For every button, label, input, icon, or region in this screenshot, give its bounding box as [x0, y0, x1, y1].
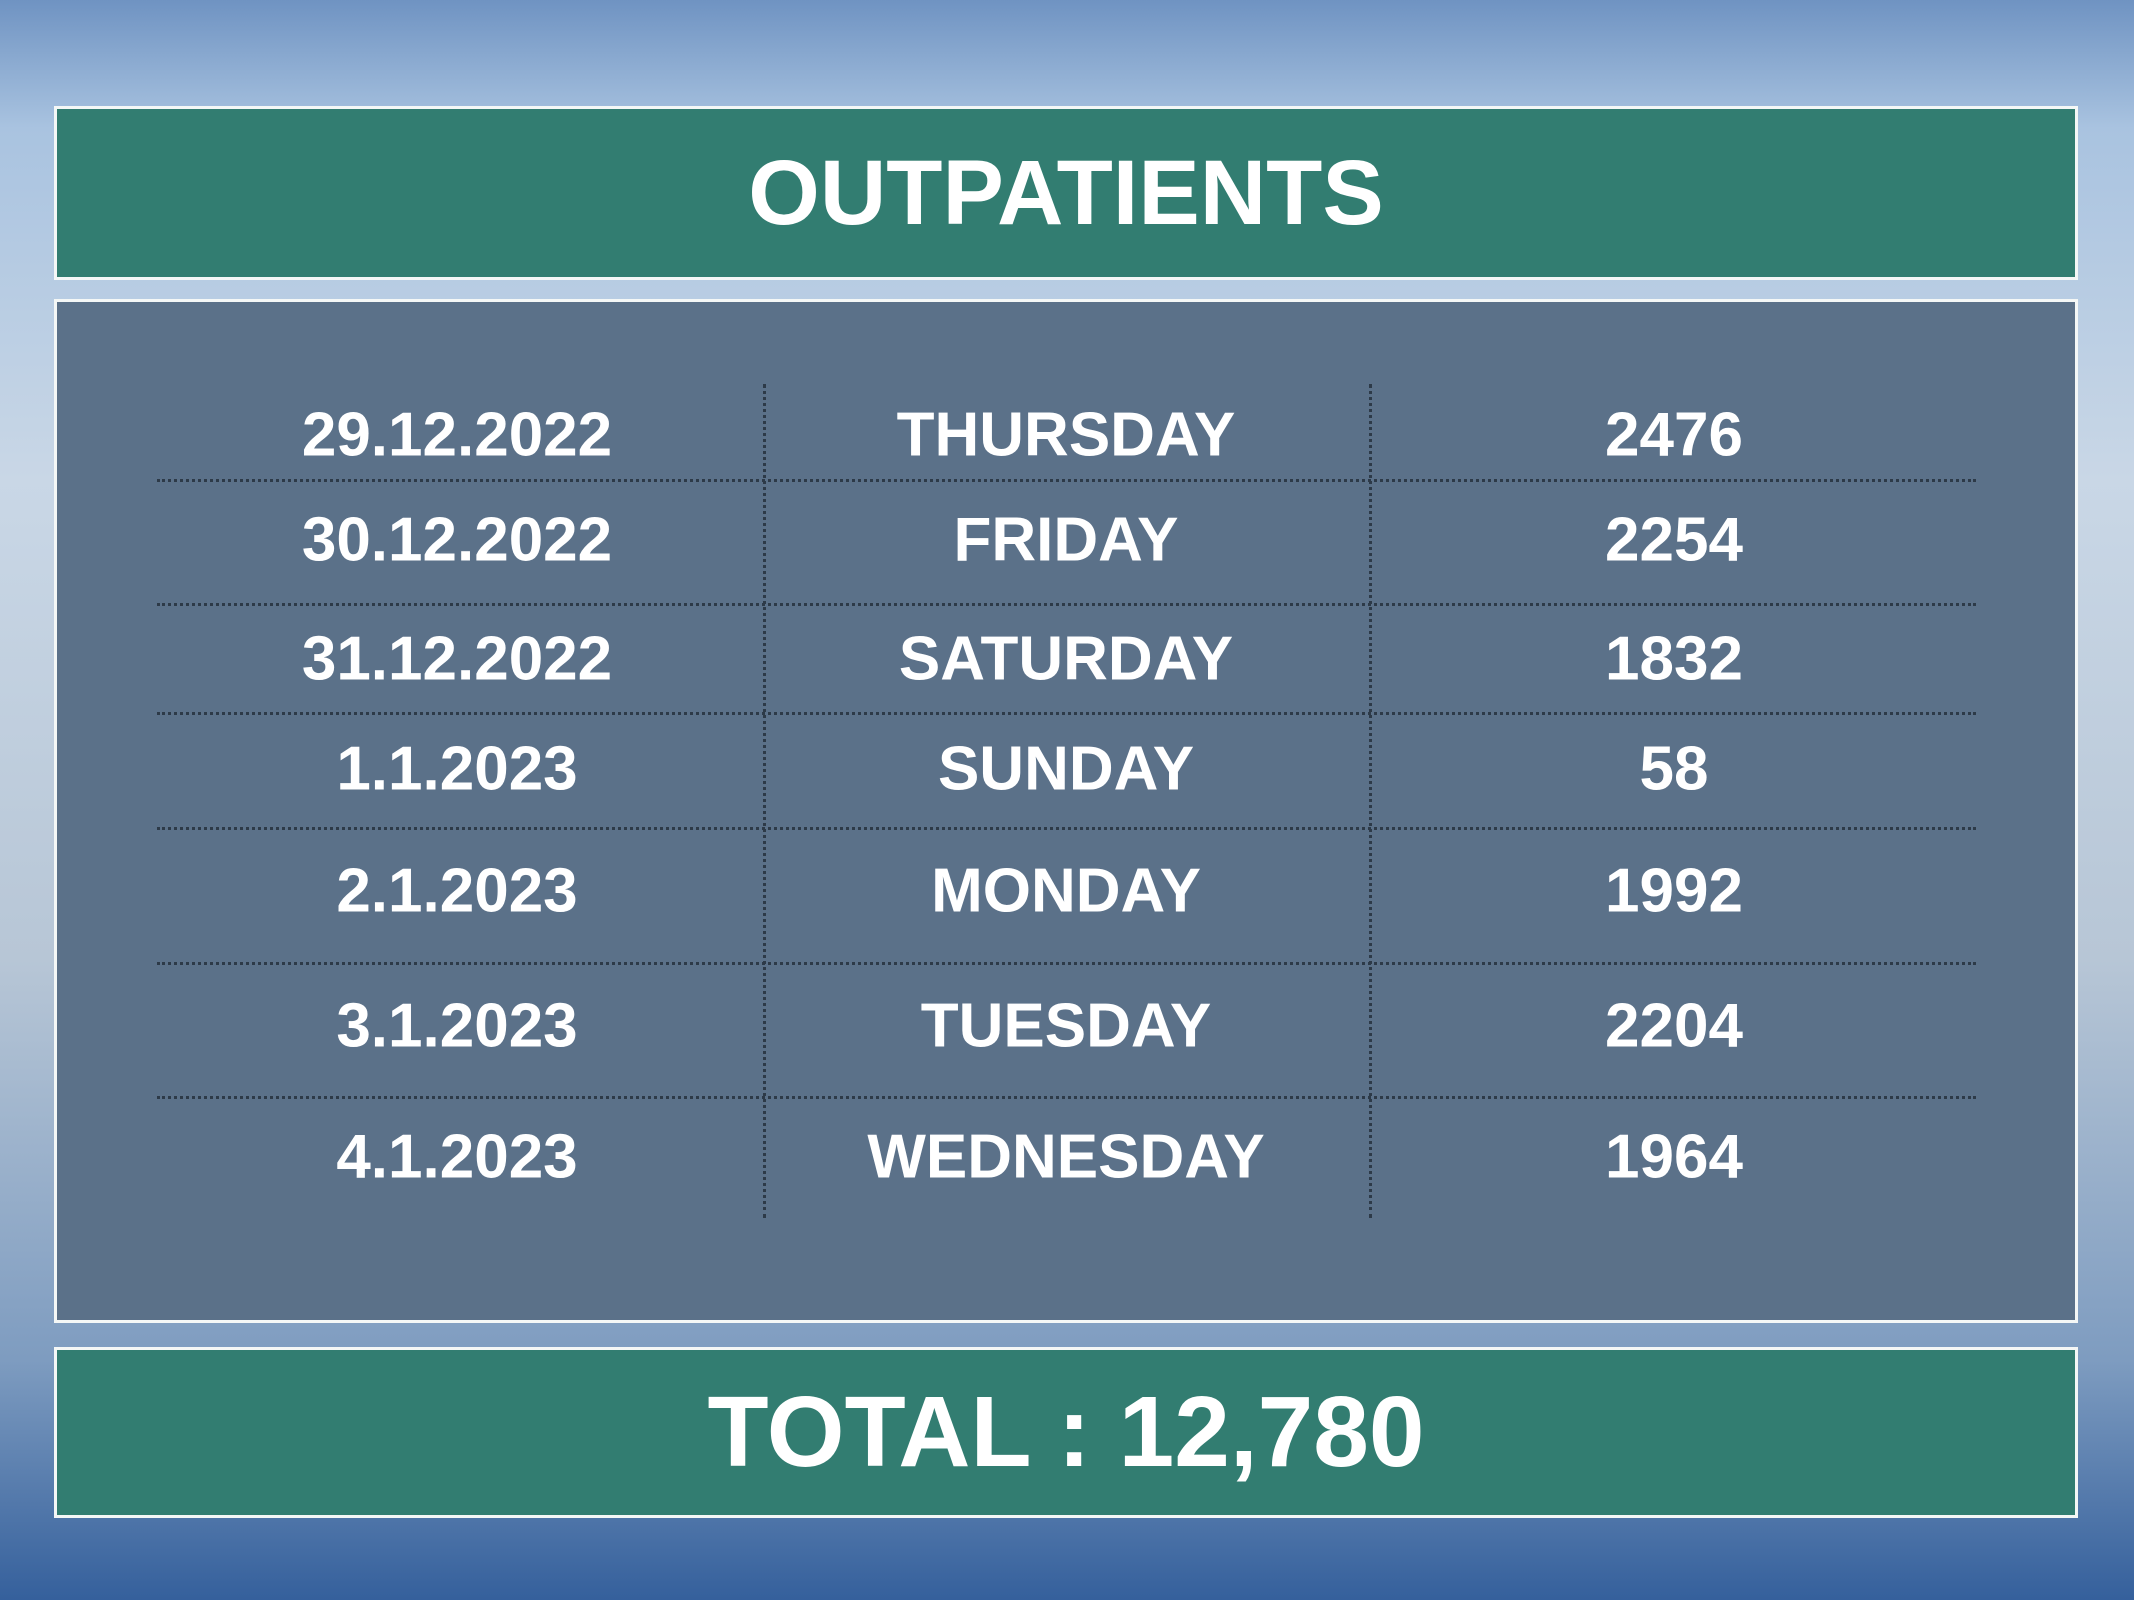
column-divider — [1369, 384, 1372, 1218]
count-cell: 1992 — [1605, 856, 1743, 926]
date-cell: 31.12.2022 — [301, 624, 613, 694]
count-cell: 1832 — [1605, 624, 1743, 694]
row-divider — [157, 827, 1976, 830]
weekday-cell: THURSDAY — [896, 400, 1236, 470]
weekday-cell: SUNDAY — [937, 734, 1195, 804]
header: OUTPATIENTS — [54, 106, 2078, 280]
row-divider — [157, 603, 1976, 606]
weekday-cell: TUESDAY — [920, 991, 1212, 1061]
table-panel — [54, 299, 2078, 1323]
count-cell: 58 — [1639, 734, 1709, 804]
row-divider — [157, 1096, 1976, 1099]
weekday-cell: WEDNESDAY — [867, 1122, 1265, 1192]
title: OUTPATIENTS — [748, 141, 1384, 244]
row-divider — [157, 712, 1976, 715]
date-cell: 1.1.2023 — [336, 734, 578, 804]
count-cell: 2476 — [1605, 400, 1743, 470]
date-cell: 29.12.2022 — [301, 400, 613, 470]
footer: TOTAL : 12,780 — [54, 1347, 2078, 1518]
weekday-cell: MONDAY — [931, 856, 1201, 926]
weekday-cell: FRIDAY — [953, 505, 1179, 575]
date-cell: 30.12.2022 — [301, 505, 613, 575]
date-cell: 2.1.2023 — [336, 856, 578, 926]
date-cell: 4.1.2023 — [336, 1122, 578, 1192]
count-cell: 2254 — [1605, 505, 1743, 575]
count-cell: 2204 — [1605, 991, 1743, 1061]
row-divider — [157, 479, 1976, 482]
weekday-cell: SATURDAY — [898, 624, 1234, 694]
row-divider — [157, 962, 1976, 965]
total: TOTAL : 12,780 — [707, 1376, 1425, 1488]
date-cell: 3.1.2023 — [336, 991, 578, 1061]
count-cell: 1964 — [1605, 1122, 1743, 1192]
column-divider — [763, 384, 766, 1218]
